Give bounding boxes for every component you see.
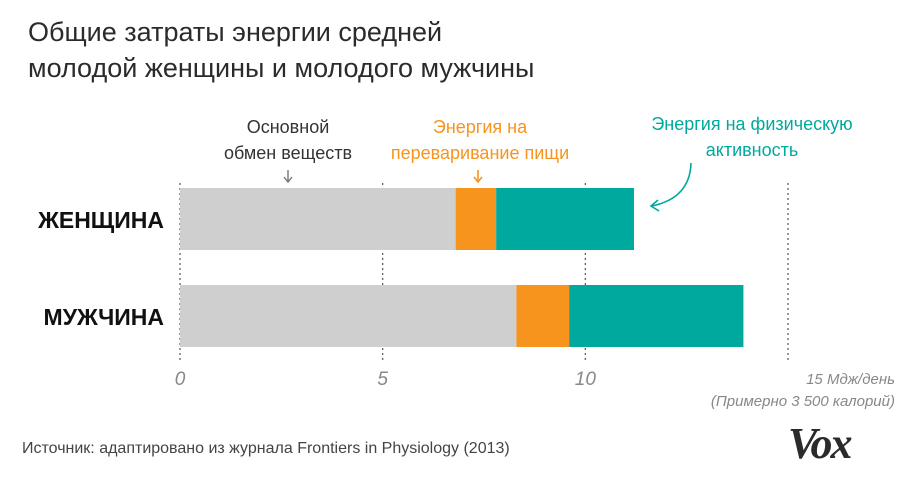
x-tick-label-5: 5 xyxy=(377,369,388,390)
bar-woman-series-1 xyxy=(455,188,497,250)
vox-logo: Vox xyxy=(788,419,853,468)
arrow-down-icon xyxy=(473,170,483,184)
x-tick-label-0: 0 xyxy=(175,369,186,390)
x-tick-label-10: 10 xyxy=(575,369,597,390)
x-axis-label: 15 Мдж/день (Примерно 3 500 калорий) xyxy=(711,371,895,410)
legend-label-digestion: Энергия на переваривание пищи xyxy=(391,117,569,163)
bar-man-series-2 xyxy=(569,285,744,347)
category-label-1: МУЖЧИНА xyxy=(44,304,164,330)
legend-label-physical-activity: Энергия на физическую активность xyxy=(651,114,852,160)
legend-label-basal-metabolism: Основной обмен веществ xyxy=(224,117,352,163)
chart-title: Общие затраты энергии средней молодой же… xyxy=(28,17,535,83)
bar-man-series-0 xyxy=(180,285,517,347)
bar-man-series-1 xyxy=(516,285,570,347)
source-note: Источник: адаптировано из журнала Fronti… xyxy=(22,440,510,457)
curved-arrow-icon xyxy=(649,162,692,212)
bar-woman-series-2 xyxy=(496,188,634,250)
bar-woman-series-0 xyxy=(180,188,456,250)
category-label-0: ЖЕНЩИНА xyxy=(37,207,164,233)
arrow-down-icon xyxy=(283,170,293,184)
